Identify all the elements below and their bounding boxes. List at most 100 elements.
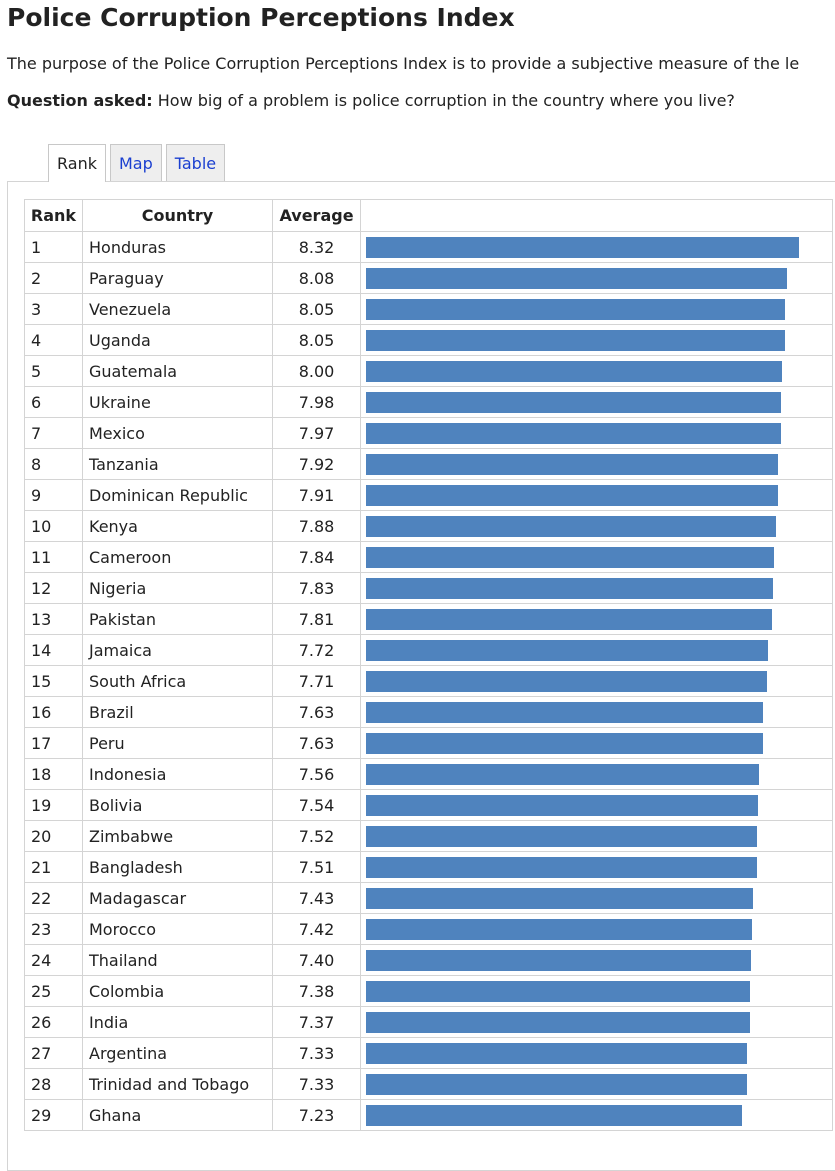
- average-bar: [366, 453, 778, 475]
- table-row: 3 Venezuela 8.05: [24, 293, 833, 325]
- bar-cell: [360, 417, 833, 449]
- country-cell: Guatemala: [82, 355, 273, 387]
- country-cell: Cameroon: [82, 541, 273, 573]
- rank-cell: 25: [24, 975, 83, 1007]
- average-bar: [366, 484, 778, 506]
- bar-cell: [360, 1006, 833, 1038]
- bar-cell: [360, 448, 833, 480]
- bar-cell: [360, 913, 833, 945]
- bar-cell: [360, 324, 833, 356]
- average-bar: [366, 825, 757, 847]
- average-cell: 7.33: [272, 1037, 361, 1069]
- country-cell: Morocco: [82, 913, 273, 945]
- rank-cell: 10: [24, 510, 83, 542]
- average-bar: [366, 856, 757, 878]
- table-row: 29 Ghana 7.23: [24, 1099, 833, 1131]
- rank-cell: 20: [24, 820, 83, 852]
- average-bar: [366, 701, 763, 723]
- average-cell: 7.40: [272, 944, 361, 976]
- rank-cell: 18: [24, 758, 83, 790]
- table-row: 11 Cameroon 7.84: [24, 541, 833, 573]
- table-row: 4 Uganda 8.05: [24, 324, 833, 356]
- average-bar: [366, 391, 781, 413]
- rank-cell: 6: [24, 386, 83, 418]
- country-cell: Ghana: [82, 1099, 273, 1131]
- average-bar: [366, 980, 750, 1002]
- average-cell: 7.56: [272, 758, 361, 790]
- country-cell: Ukraine: [82, 386, 273, 418]
- page-title: Police Corruption Perceptions Index: [7, 3, 515, 32]
- rank-cell: 24: [24, 944, 83, 976]
- average-bar: [366, 546, 774, 568]
- rank-cell: 13: [24, 603, 83, 635]
- country-cell: Uganda: [82, 324, 273, 356]
- bar-cell: [360, 355, 833, 387]
- country-cell: Mexico: [82, 417, 273, 449]
- bar-cell: [360, 510, 833, 542]
- average-bar: [366, 763, 759, 785]
- average-bar: [366, 1073, 747, 1095]
- average-cell: 7.63: [272, 696, 361, 728]
- bar-cell: [360, 1037, 833, 1069]
- country-cell: Brazil: [82, 696, 273, 728]
- average-cell: 7.84: [272, 541, 361, 573]
- bar-cell: [360, 696, 833, 728]
- country-cell: Jamaica: [82, 634, 273, 666]
- bar-cell: [360, 882, 833, 914]
- bar-cell: [360, 758, 833, 790]
- average-cell: 8.05: [272, 324, 361, 356]
- rank-cell: 19: [24, 789, 83, 821]
- table-row: 16 Brazil 7.63: [24, 696, 833, 728]
- bar-cell: [360, 572, 833, 604]
- table-row: 23 Morocco 7.42: [24, 913, 833, 945]
- rank-cell: 29: [24, 1099, 83, 1131]
- rank-cell: 22: [24, 882, 83, 914]
- question-line: Question asked: How big of a problem is …: [7, 91, 735, 110]
- rank-table-body: 1 Honduras 8.32 2 Paraguay 8.08 3 Venezuela 8.05…: [24, 231, 833, 1131]
- rank-cell: 26: [24, 1006, 83, 1038]
- table-row: 6 Ukraine 7.98: [24, 386, 833, 418]
- country-cell: Bangladesh: [82, 851, 273, 883]
- average-bar: [366, 608, 772, 630]
- average-bar: [366, 732, 763, 754]
- table-row: 21 Bangladesh 7.51: [24, 851, 833, 883]
- average-bar: [366, 670, 767, 692]
- average-cell: 7.33: [272, 1068, 361, 1100]
- bar-cell: [360, 386, 833, 418]
- rank-cell: 11: [24, 541, 83, 573]
- rank-cell: 17: [24, 727, 83, 759]
- table-row: 19 Bolivia 7.54: [24, 789, 833, 821]
- bar-cell: [360, 944, 833, 976]
- header-bar: [360, 199, 833, 232]
- rank-cell: 1: [24, 231, 83, 263]
- rank-cell: 28: [24, 1068, 83, 1100]
- country-cell: Peru: [82, 727, 273, 759]
- country-cell: Madagascar: [82, 882, 273, 914]
- tab-rank[interactable]: Rank: [48, 144, 106, 182]
- tab-map[interactable]: Map: [109, 144, 162, 181]
- average-bar: [366, 267, 787, 289]
- average-cell: 7.42: [272, 913, 361, 945]
- table-row: 10 Kenya 7.88: [24, 510, 833, 542]
- average-bar: [366, 794, 758, 816]
- header-country: Country: [82, 199, 273, 232]
- country-cell: Tanzania: [82, 448, 273, 480]
- average-bar: [366, 360, 782, 382]
- tab-table[interactable]: Table: [165, 144, 226, 181]
- country-cell: Indonesia: [82, 758, 273, 790]
- table-row: 17 Peru 7.63: [24, 727, 833, 759]
- average-cell: 7.52: [272, 820, 361, 852]
- rank-cell: 4: [24, 324, 83, 356]
- country-cell: Argentina: [82, 1037, 273, 1069]
- average-cell: 7.98: [272, 386, 361, 418]
- table-header-row: Rank Country Average: [24, 199, 833, 232]
- average-cell: 8.32: [272, 231, 361, 263]
- country-cell: Dominican Republic: [82, 479, 273, 511]
- average-bar: [366, 918, 752, 940]
- question-label: Question asked:: [7, 91, 153, 110]
- average-cell: 8.05: [272, 293, 361, 325]
- average-cell: 8.08: [272, 262, 361, 294]
- table-row: 15 South Africa 7.71: [24, 665, 833, 697]
- average-cell: 7.92: [272, 448, 361, 480]
- table-row: 5 Guatemala 8.00: [24, 355, 833, 387]
